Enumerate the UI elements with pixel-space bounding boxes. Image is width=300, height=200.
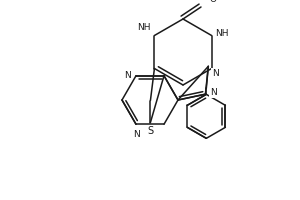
Text: S: S — [147, 126, 154, 136]
Text: N: N — [133, 130, 140, 139]
Text: N: N — [212, 69, 219, 78]
Text: NH: NH — [137, 22, 150, 31]
Text: N: N — [124, 71, 131, 80]
Text: N: N — [210, 88, 217, 97]
Text: O: O — [209, 0, 216, 4]
Text: NH: NH — [216, 29, 229, 38]
